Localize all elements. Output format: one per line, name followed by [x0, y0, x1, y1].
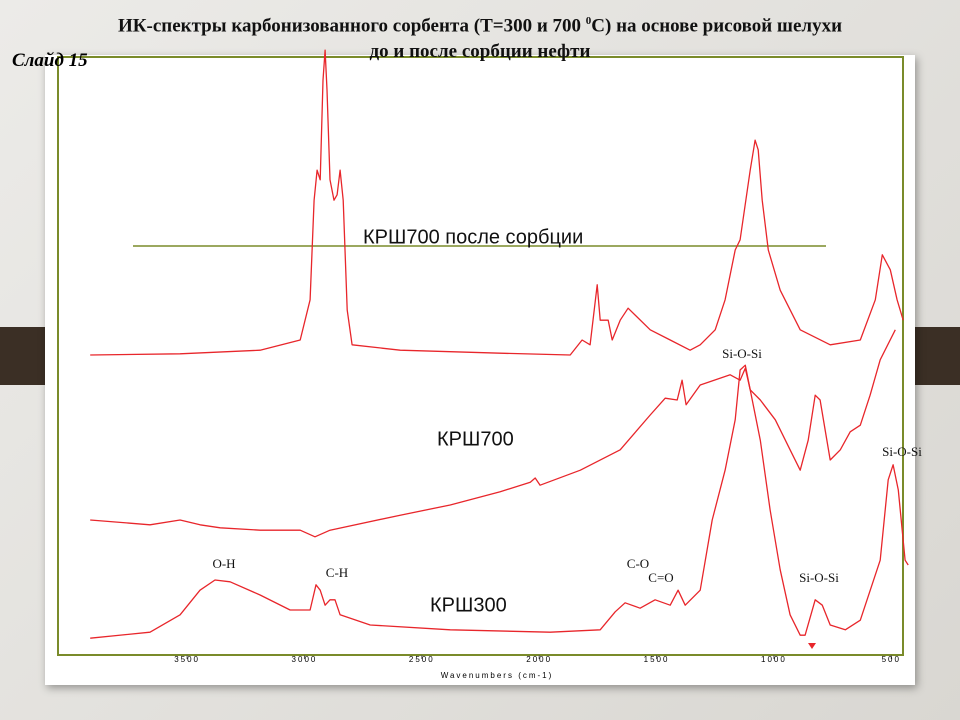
annotation: Si-O-Si [799, 570, 839, 585]
annotation: Si-O-Si [722, 346, 762, 361]
annotation: Si-O-Si [882, 444, 922, 459]
series-label: КРШ700 после сорбции [363, 226, 583, 248]
title-text: ИК-спектры карбонизованного сорбента (Т=… [117, 15, 586, 37]
side-bar [912, 327, 960, 385]
x-axis-label: Wavenumbers (cm-1) [441, 671, 554, 680]
series-label: КРШ700 [437, 428, 514, 450]
x-tick-label: 1000 [761, 655, 787, 664]
x-tick-label: 2500 [409, 655, 435, 664]
x-tick-label: 1500 [644, 655, 670, 664]
series-label: КРШ300 [430, 594, 507, 616]
x-tick-label: 3500 [174, 655, 200, 664]
annotation: C-H [326, 565, 348, 580]
marker [808, 643, 816, 649]
spectrum-line [90, 364, 909, 639]
title: ИК-спектры карбонизованного сорбента (Т=… [0, 8, 960, 65]
title-text: до и после сорбции нефти [369, 41, 591, 63]
spectrum-line [90, 329, 896, 538]
x-tick-label: 2000 [526, 655, 552, 664]
slide-label: Слайд 15 [12, 50, 88, 71]
annotation: O-H [212, 556, 235, 571]
side-bar [0, 327, 48, 385]
x-tick-label: 3000 [292, 655, 318, 664]
title-text: С) на основе рисовой шелухи [591, 15, 843, 37]
x-tick-label: 500 [882, 655, 901, 664]
title-sup: 0 [585, 15, 592, 27]
panel [45, 55, 915, 685]
annotation: C-O [627, 556, 649, 571]
plot-frame [57, 56, 904, 656]
spectrum-line [90, 49, 904, 356]
annotation: C=O [648, 570, 673, 585]
